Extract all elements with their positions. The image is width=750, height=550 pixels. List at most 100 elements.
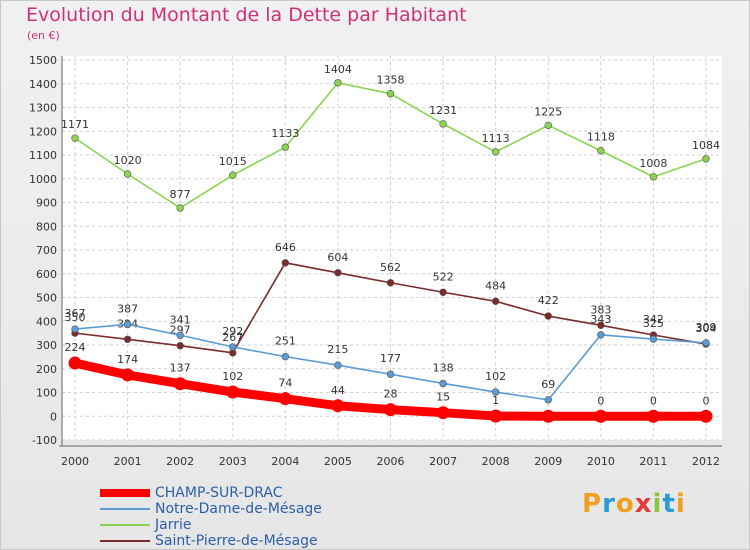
y-tick-label: 1000 [29,173,57,186]
data-label: 484 [485,279,506,292]
y-tick-label: 500 [36,292,57,305]
data-label: 138 [433,361,454,374]
data-point [334,269,342,277]
data-label: 28 [384,388,398,401]
data-label: 387 [117,302,138,315]
data-point [386,370,395,378]
legend-item: Notre-Dame-de-Mésage [100,501,400,517]
data-label: 177 [380,352,401,365]
data-point [702,155,710,163]
data-label: 0 [650,394,657,407]
x-tick-label: 2012 [692,455,720,468]
logo-letter: i [675,489,686,519]
data-point [229,343,237,351]
data-label: 383 [590,303,611,316]
data-label: 174 [117,353,138,366]
legend-item: Jarrie [100,517,400,533]
data-label: 343 [590,313,611,326]
data-label: 604 [327,251,348,264]
data-label: 646 [275,241,296,254]
x-tick-label: 2011 [639,455,667,468]
data-label: 1113 [482,132,510,145]
x-tick-label: 2004 [271,455,299,468]
y-tick-label: 300 [36,339,57,352]
logo-letter: i [652,489,663,519]
x-tick-label: 2001 [114,455,142,468]
y-tick-label: 100 [36,387,57,400]
data-point [544,396,552,404]
data-point [594,409,608,423]
data-point [649,335,658,343]
legend-swatch [100,524,150,526]
data-label: 1015 [219,155,247,168]
y-tick-label: 200 [36,363,57,376]
data-label: 102 [485,370,506,383]
data-label: 341 [170,313,191,326]
data-point [71,134,79,142]
data-label: 309 [696,321,717,334]
x-tick-label: 2010 [587,455,615,468]
data-point [491,297,500,305]
data-point [281,259,290,267]
data-label: 0 [703,394,710,407]
x-tick-label: 2000 [61,455,89,468]
legend: CHAMP-SUR-DRAC Notre-Dame-de-Mésage Jarrie… [100,485,400,549]
data-label: 1118 [587,131,615,144]
y-tick-label: 600 [36,268,57,281]
data-point [123,320,132,329]
logo-letter: t [662,489,676,519]
y-tick-label: 1200 [29,125,57,138]
data-point [71,325,79,333]
legend-item: CHAMP-SUR-DRAC [100,485,400,501]
data-point [334,361,342,369]
y-tick-label: 1300 [29,102,57,115]
data-point [281,143,290,151]
data-point [173,377,187,391]
x-tick-label: 2006 [377,455,405,468]
data-label: 1020 [114,154,142,167]
data-point [439,379,447,388]
proxiti-logo: Proxiti [582,489,686,519]
data-label: 1171 [61,118,89,131]
y-tick-label: 1500 [29,54,57,67]
data-label: 1358 [377,74,405,87]
data-point [699,409,713,423]
data-label: 102 [222,370,243,383]
chart-title: Evolution du Montant de la Dette par Hab… [26,4,467,26]
data-label: 562 [380,261,401,274]
data-point [226,385,240,399]
data-label: 251 [275,335,296,348]
logo-letter: x [634,489,653,519]
data-label: 350 [65,311,86,324]
data-point [68,356,82,370]
data-label: 74 [278,377,292,390]
data-point [491,148,500,156]
legend-swatch [100,508,150,510]
logo-letter: P [582,489,603,519]
y-tick-label: -100 [32,434,57,447]
data-point [597,321,605,329]
y-tick-label: 1100 [29,149,57,162]
y-tick-label: 1400 [29,78,57,91]
legend-label: Saint-Pierre-de-Mésage [155,533,318,549]
y-tick-label: 0 [50,410,57,423]
data-label: 224 [65,341,86,354]
data-label: 367 [65,307,86,320]
data-point [334,79,342,87]
data-label: 44 [331,384,345,397]
x-tick-label: 2005 [324,455,352,468]
data-point [176,204,184,212]
data-label: 522 [433,270,454,283]
data-point [386,90,395,98]
y-tick-label: 900 [36,197,57,210]
legend-swatch [100,540,150,542]
data-point [123,170,132,178]
data-point [386,279,395,287]
data-label: 342 [643,313,664,326]
data-point [597,331,605,339]
data-label: 215 [327,343,348,356]
x-tick-label: 2008 [482,455,510,468]
data-label: 1231 [429,104,457,117]
data-label: 0 [597,394,604,407]
data-label: 325 [643,317,664,330]
